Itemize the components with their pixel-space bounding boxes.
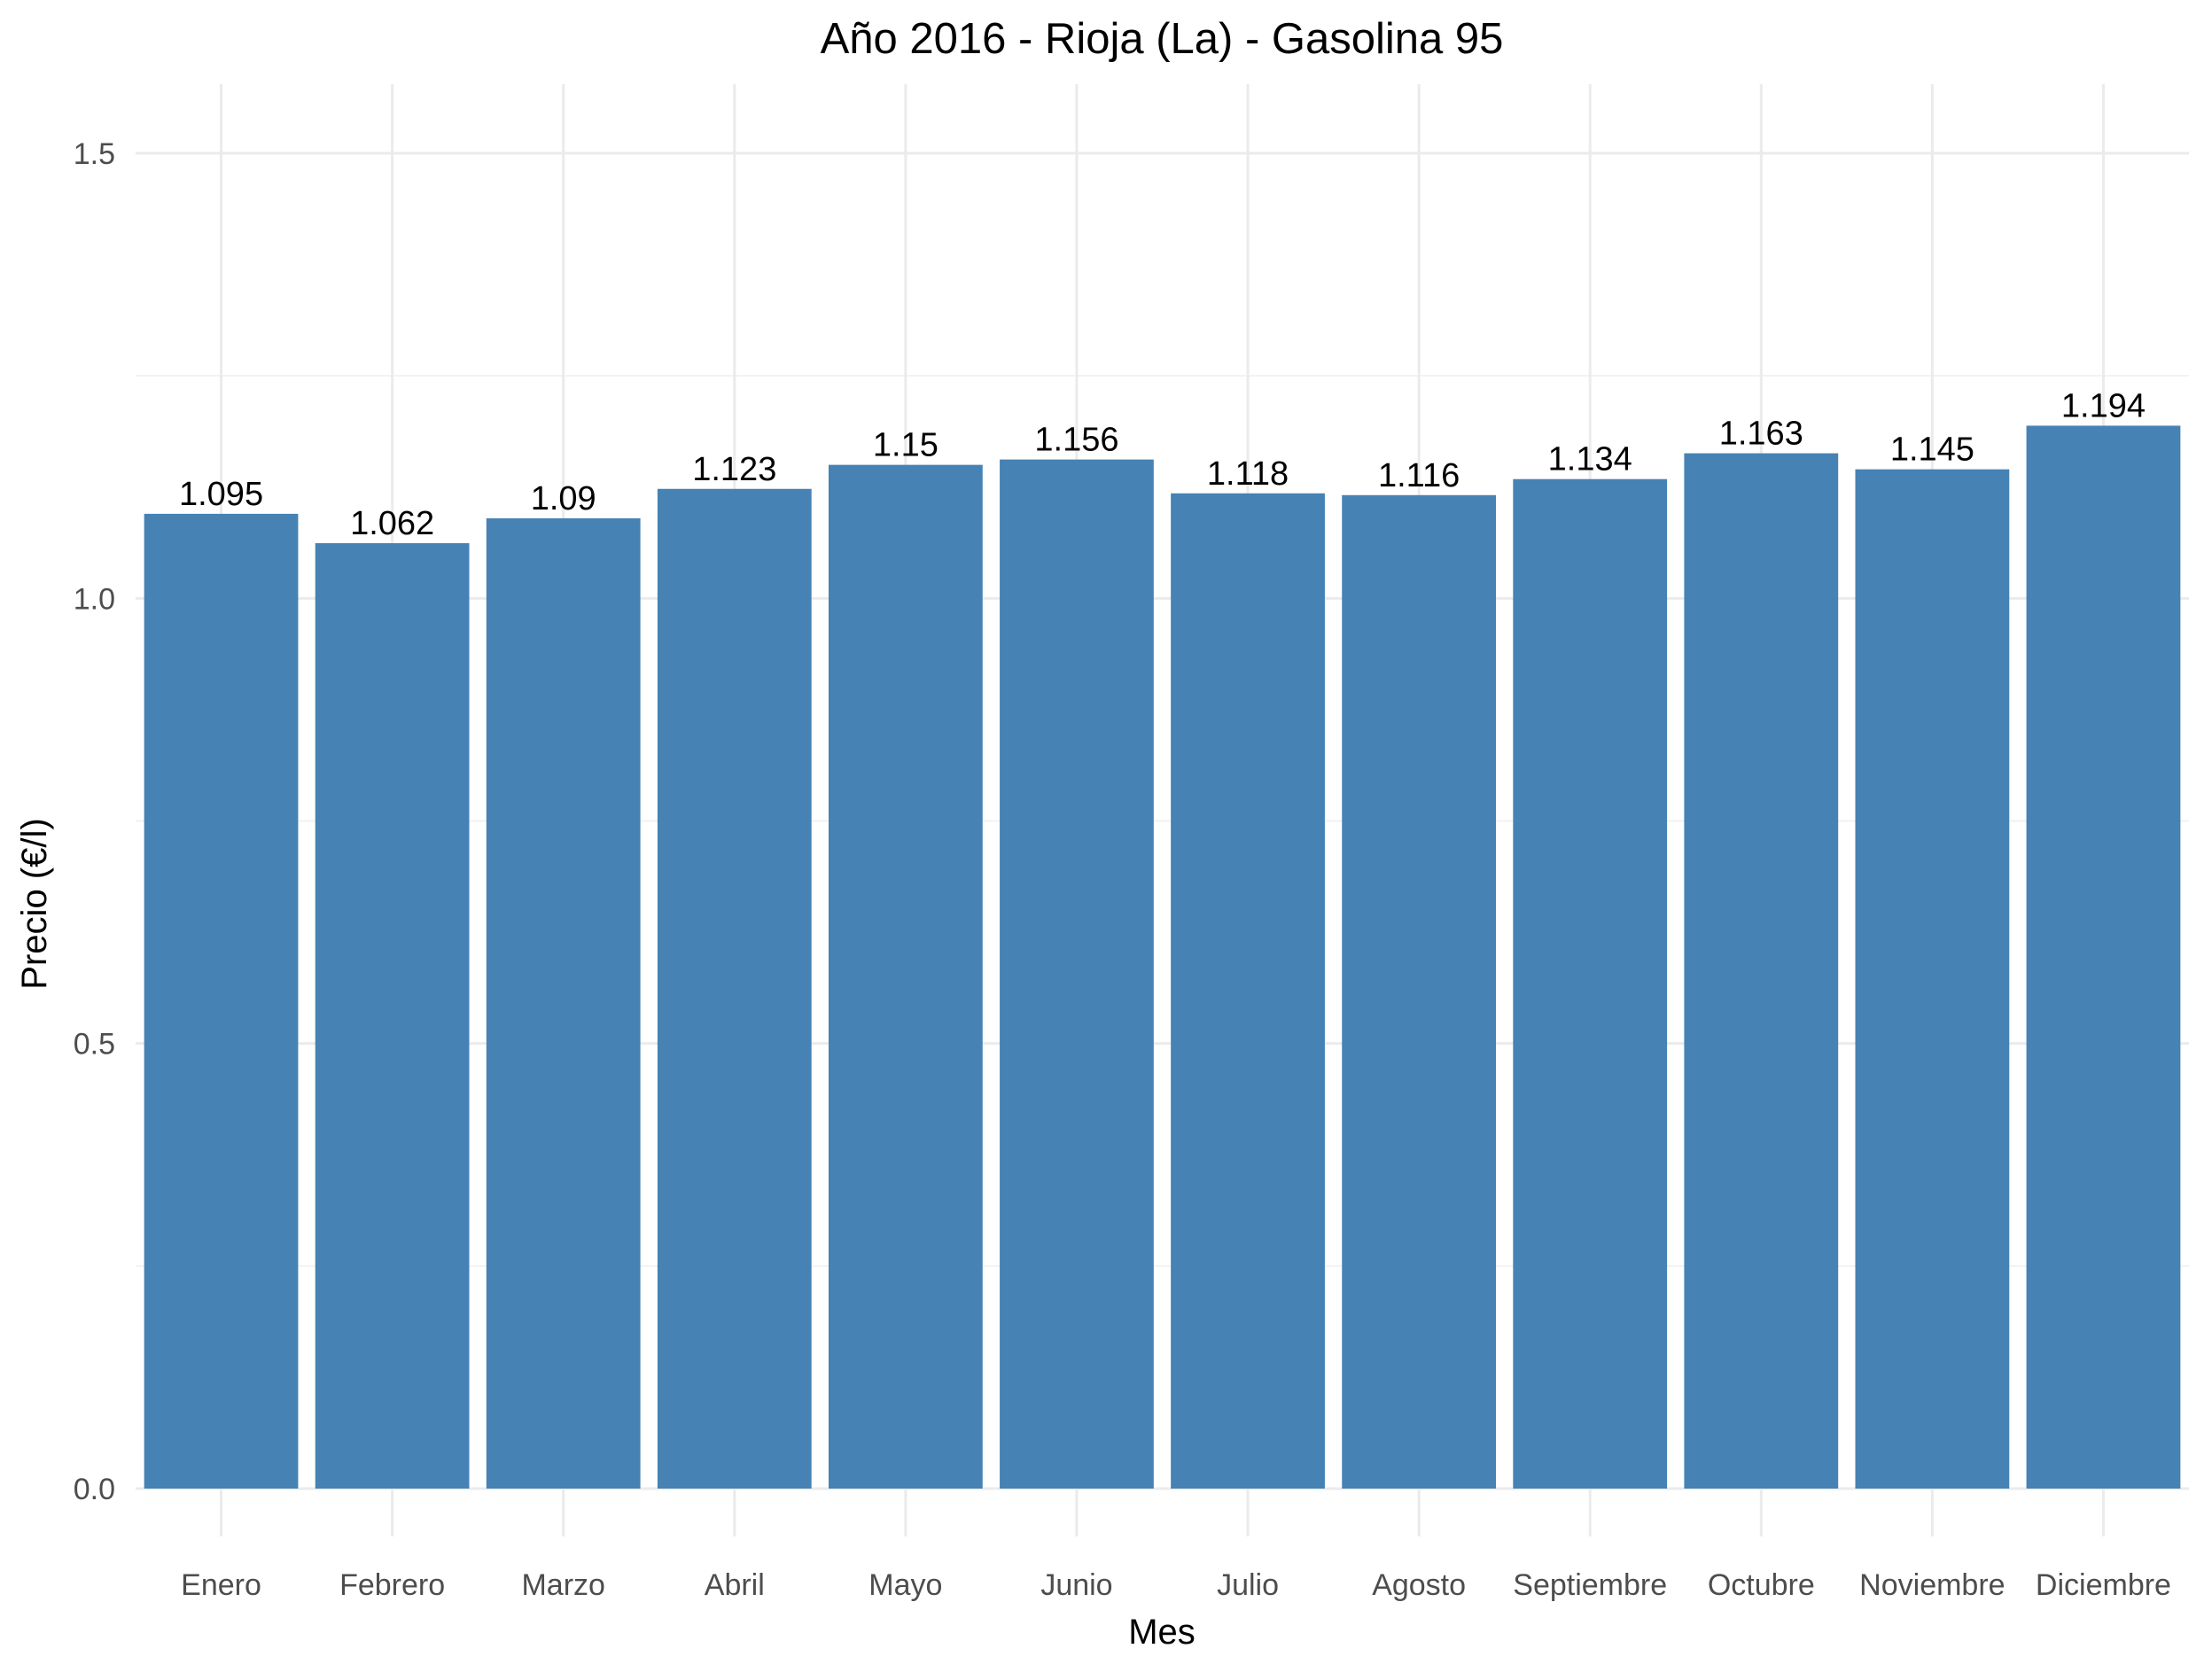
bar [1684,453,1839,1489]
y-tick-label: 1.0 [74,582,115,616]
y-tick-label: 0.5 [74,1028,115,1062]
y-tick-label: 0.0 [74,1473,115,1506]
x-tick-label: Diciembre [2036,1568,2171,1602]
data-label: 1.123 [692,451,776,488]
data-label: 1.095 [179,476,263,513]
data-label: 1.116 [1378,457,1460,494]
bar [2026,425,2181,1489]
data-label: 1.15 [873,427,939,464]
data-label: 1.134 [1548,441,1632,478]
bar [486,517,641,1489]
bar [657,488,812,1489]
bar [828,464,983,1489]
y-axis-title: Precio (€/l) [15,818,54,989]
y-tick-label: 1.5 [74,137,115,171]
x-tick-label: Octubre [1708,1568,1815,1602]
bar [1000,459,1154,1489]
bar [1342,494,1497,1489]
x-tick-label: Junio [1040,1568,1112,1602]
x-tick-label: Febrero [339,1568,445,1602]
chart-title: Año 2016 - Rioja (La) - Gasolina 95 [821,15,1504,63]
bar [315,543,470,1489]
data-label: 1.062 [350,505,434,542]
x-tick-label: Enero [181,1568,261,1602]
x-tick-label: Agosto [1372,1568,1466,1602]
data-label: 1.156 [1034,422,1118,459]
x-tick-label: Noviembre [1859,1568,2005,1602]
data-label: 1.118 [1207,455,1289,493]
data-label: 1.09 [531,480,596,517]
bar [1171,493,1325,1489]
x-tick-label: Julio [1217,1568,1279,1602]
x-tick-label: Septiembre [1513,1568,1667,1602]
data-label: 1.145 [1890,432,1974,469]
bar [1855,469,2010,1489]
data-label: 1.194 [2061,387,2146,424]
x-tick-label: Marzo [521,1568,604,1602]
bar [144,513,299,1489]
x-axis-title: Mes [1128,1613,1196,1652]
x-tick-label: Mayo [868,1568,942,1602]
data-label: 1.163 [1719,416,1803,453]
bar [1513,478,1668,1489]
x-tick-label: Abril [705,1568,765,1602]
